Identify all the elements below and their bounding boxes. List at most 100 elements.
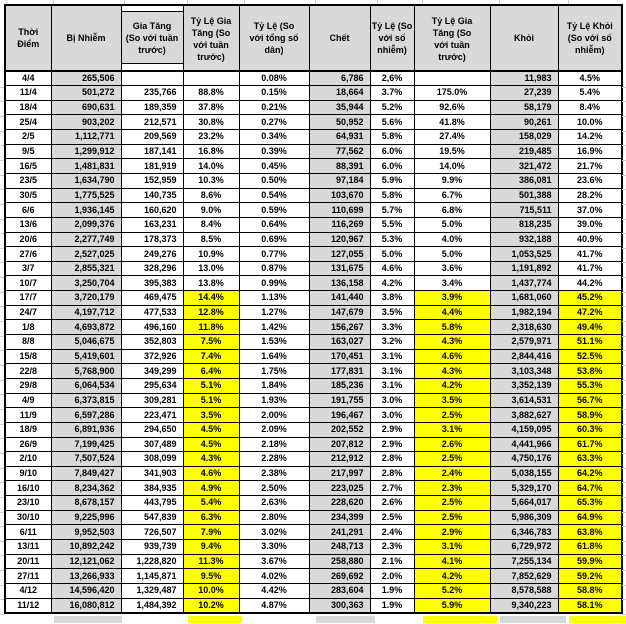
cell-infected[interactable]: 501,272 <box>50 85 122 101</box>
cell-recovered[interactable]: 715,511 <box>489 202 559 218</box>
cell-pop_pct[interactable]: 0.87% <box>238 260 310 277</box>
cell-recovered[interactable]: 818,235 <box>489 216 559 233</box>
cell-recovery_pct[interactable]: 47.2% <box>557 304 623 321</box>
cell-deaths[interactable]: 147,679 <box>308 304 371 321</box>
cell-date[interactable]: 2/10 <box>4 451 52 467</box>
cell-infected[interactable]: 7,507,524 <box>50 451 122 467</box>
cell-recovered[interactable]: 1,982,194 <box>489 304 559 321</box>
cell-deaths[interactable]: 269,692 <box>308 568 371 584</box>
cell-increase_pct[interactable]: 37.8% <box>182 99 240 116</box>
cell-recovery_pct[interactable]: 44.2% <box>557 275 623 292</box>
cell-death_pct[interactable]: 5.5% <box>369 216 415 233</box>
cell-infected[interactable]: 5,768,900 <box>50 363 122 379</box>
cell-date[interactable]: 29/8 <box>4 377 52 394</box>
cell-pop_pct[interactable]: 1.42% <box>238 319 310 336</box>
cell-death_growth_pct[interactable]: 2.5% <box>413 495 491 511</box>
cell-death_pct[interactable]: 2.8% <box>369 465 415 482</box>
cell-death_growth_pct[interactable]: 3.9% <box>413 290 491 306</box>
cell-increase_pct[interactable] <box>182 70 240 87</box>
cell-date[interactable]: 4/12 <box>4 582 52 599</box>
cell-death_pct[interactable]: 2.9% <box>369 436 415 453</box>
cell-death_pct[interactable]: 2.3% <box>369 539 415 555</box>
cell-recovered[interactable]: 2,318,630 <box>489 319 559 336</box>
cell-deaths[interactable]: 163,027 <box>308 334 371 350</box>
cell-recovery_pct[interactable]: 10.0% <box>557 114 623 131</box>
cell-death_pct[interactable]: 2.1% <box>369 553 415 570</box>
cell-recovery_pct[interactable]: 52.5% <box>557 348 623 365</box>
cell-infected[interactable]: 5,419,601 <box>50 348 122 365</box>
cell-infected[interactable]: 4,693,872 <box>50 319 122 336</box>
header-cell-death_growth_pct[interactable]: Tỷ Lệ Gia Tăng (So với tuần trước) <box>413 4 491 72</box>
cell-infected[interactable]: 6,891,936 <box>50 421 122 438</box>
cell-recovered[interactable]: 3,614,531 <box>489 392 559 409</box>
cell-recovery_pct[interactable]: 59.9% <box>557 553 623 570</box>
cell-recovery_pct[interactable]: 5.4% <box>557 85 623 101</box>
cell-death_growth_pct[interactable]: 5.9% <box>413 597 491 614</box>
cell-infected[interactable]: 6,597,286 <box>50 407 122 423</box>
cell-recovery_pct[interactable]: 56.7% <box>557 392 623 409</box>
cell-death_pct[interactable]: 4.2% <box>369 275 415 292</box>
cell-pop_pct[interactable]: 0.99% <box>238 275 310 292</box>
cell-death_pct[interactable]: 6.0% <box>369 143 415 160</box>
cell-increase[interactable]: 496,160 <box>120 319 184 336</box>
cell-date[interactable]: 2/5 <box>4 129 52 145</box>
cell-increase[interactable]: 212,571 <box>120 114 184 131</box>
cell-increase[interactable]: 1,329,487 <box>120 582 184 599</box>
cell-death_pct[interactable]: 5.8% <box>369 129 415 145</box>
cell-death_growth_pct[interactable]: 14.0% <box>413 158 491 174</box>
cell-recovered[interactable]: 4,441,966 <box>489 436 559 453</box>
cell-pop_pct[interactable]: 0.59% <box>238 202 310 218</box>
cell-death_growth_pct[interactable]: 4.1% <box>413 553 491 570</box>
cell-deaths[interactable]: 6,786 <box>308 70 371 87</box>
cell-recovered[interactable]: 27,239 <box>489 85 559 101</box>
cell-infected[interactable]: 1,775,525 <box>50 187 122 204</box>
cell-infected[interactable]: 265,506 <box>50 70 122 87</box>
cell-death_pct[interactable]: 5.7% <box>369 202 415 218</box>
cell-death_growth_pct[interactable]: 4.3% <box>413 334 491 350</box>
cell-death_pct[interactable]: 5.0% <box>369 246 415 262</box>
cell-death_growth_pct[interactable]: 92.6% <box>413 99 491 116</box>
cell-increase_pct[interactable]: 10.0% <box>182 582 240 599</box>
cell-death_growth_pct[interactable]: 5.8% <box>413 319 491 336</box>
cell-death_pct[interactable]: 3.0% <box>369 392 415 409</box>
cell-date[interactable]: 9/10 <box>4 465 52 482</box>
cell-death_pct[interactable]: 6.0% <box>369 158 415 174</box>
cell-increase[interactable]: 209,569 <box>120 129 184 145</box>
cell-increase[interactable]: 235,766 <box>120 85 184 101</box>
cell-infected[interactable]: 8,678,157 <box>50 495 122 511</box>
cell-increase_pct[interactable]: 14.4% <box>182 290 240 306</box>
cell-deaths[interactable]: 234,399 <box>308 509 371 526</box>
cell-death_growth_pct[interactable]: 19.5% <box>413 143 491 160</box>
cell-deaths[interactable]: 110,699 <box>308 202 371 218</box>
cell-pop_pct[interactable]: 2.50% <box>238 480 310 497</box>
cell-recovered[interactable]: 1,191,892 <box>489 260 559 277</box>
cell-death_pct[interactable]: 3.3% <box>369 319 415 336</box>
cell-recovery_pct[interactable]: 41.7% <box>557 260 623 277</box>
cell-recovered[interactable]: 3,352,139 <box>489 377 559 394</box>
cell-increase[interactable]: 308,099 <box>120 451 184 467</box>
cell-recovered[interactable]: 1,437,774 <box>489 275 559 292</box>
cell-increase[interactable]: 395,383 <box>120 275 184 292</box>
cell-recovery_pct[interactable]: 63.8% <box>557 524 623 540</box>
cell-death_growth_pct[interactable]: 4.2% <box>413 568 491 584</box>
header-cell-pop_pct[interactable]: Tỷ Lệ (So với tổng số dân) <box>238 4 310 72</box>
cell-pop_pct[interactable]: 0.64% <box>238 216 310 233</box>
cell-deaths[interactable]: 170,451 <box>308 348 371 365</box>
cell-date[interactable]: 30/10 <box>4 509 52 526</box>
cell-increase[interactable]: 309,281 <box>120 392 184 409</box>
cell-recovery_pct[interactable]: 40.9% <box>557 231 623 248</box>
cell-deaths[interactable]: 116,269 <box>308 216 371 233</box>
cell-death_pct[interactable]: 2.0% <box>369 568 415 584</box>
cell-pop_pct[interactable]: 0.34% <box>238 129 310 145</box>
cell-increase_pct[interactable]: 6.4% <box>182 363 240 379</box>
cell-recovered[interactable]: 321,472 <box>489 158 559 174</box>
cell-infected[interactable]: 8,234,362 <box>50 480 122 497</box>
cell-increase_pct[interactable]: 5.1% <box>182 392 240 409</box>
cell-recovered[interactable]: 5,038,155 <box>489 465 559 482</box>
cell-deaths[interactable]: 35,944 <box>308 99 371 116</box>
cell-pop_pct[interactable]: 0.45% <box>238 158 310 174</box>
cell-increase[interactable]: 349,299 <box>120 363 184 379</box>
cell-pop_pct[interactable]: 1.27% <box>238 304 310 321</box>
cell-recovered[interactable]: 90,261 <box>489 114 559 131</box>
cell-infected[interactable]: 690,631 <box>50 99 122 116</box>
